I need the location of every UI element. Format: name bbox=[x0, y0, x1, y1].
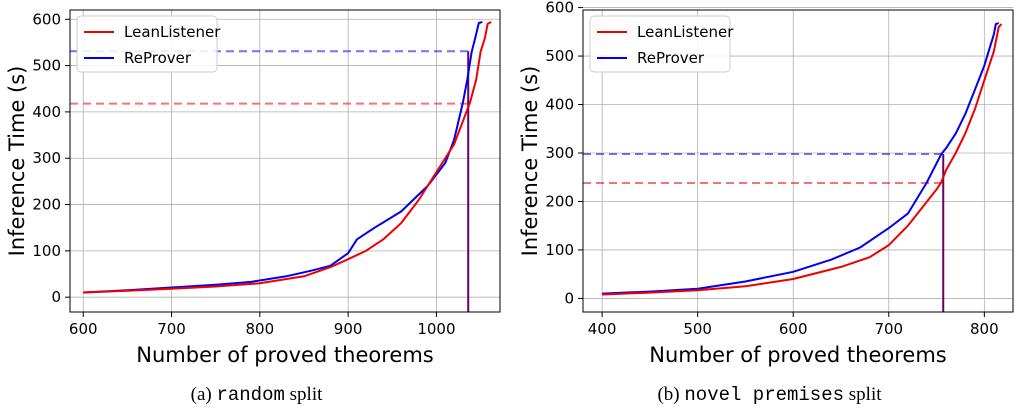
x-tick-label: 700 bbox=[874, 320, 903, 338]
y-tick-label: 200 bbox=[545, 192, 574, 210]
y-axis-label: Inference Time (s) bbox=[518, 66, 542, 257]
x-tick-label: 600 bbox=[69, 320, 98, 338]
y-tick-label: 100 bbox=[545, 241, 574, 259]
series-line-reprover bbox=[83, 21, 483, 294]
caption-a-suffix: split bbox=[289, 384, 323, 405]
caption-a: (a) random split bbox=[0, 384, 513, 406]
plot-frame bbox=[582, 9, 1014, 313]
chart-b: 400 500 600 700 800 0 100 200 300 400 500 600 Number… bbox=[518, 0, 1014, 367]
caption-b-label: (b) bbox=[657, 384, 680, 405]
y-tick-label: 400 bbox=[545, 96, 574, 114]
x-tick-label: 1000 bbox=[417, 320, 455, 338]
x-axis-label: Number of proved theorems bbox=[649, 343, 946, 367]
y-tick-label: 0 bbox=[564, 289, 574, 307]
y-tick-label: 300 bbox=[545, 144, 574, 162]
x-tick-label: 400 bbox=[588, 320, 617, 338]
x-tick-label: 500 bbox=[683, 320, 712, 338]
caption-b: (b) novel premises split bbox=[513, 384, 1026, 406]
x-axis-label: Number of proved theorems bbox=[136, 343, 433, 367]
legend-label-reprover: ReProver bbox=[637, 49, 705, 67]
legend: LeanListener ReProver bbox=[76, 15, 221, 73]
chart-panel-b: 400 500 600 700 800 0 100 200 300 400 500 600 Number… bbox=[513, 0, 1026, 413]
y-tick-label: 500 bbox=[545, 47, 574, 65]
x-tick-label: 800 bbox=[970, 320, 999, 338]
legend-label-leanlistener: LeanListener bbox=[124, 23, 221, 41]
legend-label-leanlistener: LeanListener bbox=[637, 23, 734, 41]
caption-a-label: (a) bbox=[190, 384, 212, 405]
plot-frame bbox=[69, 9, 501, 313]
y-tick-label: 0 bbox=[51, 288, 61, 306]
y-tick-label: 400 bbox=[32, 103, 61, 121]
x-tick-label: 700 bbox=[157, 320, 186, 338]
y-tick-label: 600 bbox=[545, 0, 574, 17]
y-tick-label: 500 bbox=[32, 57, 61, 75]
legend-label-reprover: ReProver bbox=[124, 49, 192, 67]
y-tick-label: 200 bbox=[32, 196, 61, 214]
series-line-reprover bbox=[602, 22, 1000, 295]
caption-b-suffix: split bbox=[848, 384, 882, 405]
y-tick-label: 300 bbox=[32, 149, 61, 167]
x-tick-label: 800 bbox=[246, 320, 275, 338]
y-tick-label: 600 bbox=[32, 10, 61, 28]
series-line-leanlistener bbox=[83, 21, 492, 294]
chart-a: 600 700 800 900 1000 0 100 200 300 400 500 600 Numbe… bbox=[5, 9, 501, 367]
x-tick-label: 900 bbox=[334, 320, 363, 338]
chart-panel-a: 600 700 800 900 1000 0 100 200 300 400 500 600 Numbe… bbox=[0, 9, 513, 406]
legend: LeanListener ReProver bbox=[589, 15, 734, 73]
caption-b-split-name: novel premises bbox=[684, 384, 845, 406]
caption-a-split-name: random bbox=[216, 384, 285, 406]
series-line-leanlistener bbox=[602, 23, 1003, 296]
y-axis-label: Inference Time (s) bbox=[5, 66, 29, 257]
x-tick-label: 600 bbox=[779, 320, 808, 338]
y-tick-label: 100 bbox=[32, 242, 61, 260]
